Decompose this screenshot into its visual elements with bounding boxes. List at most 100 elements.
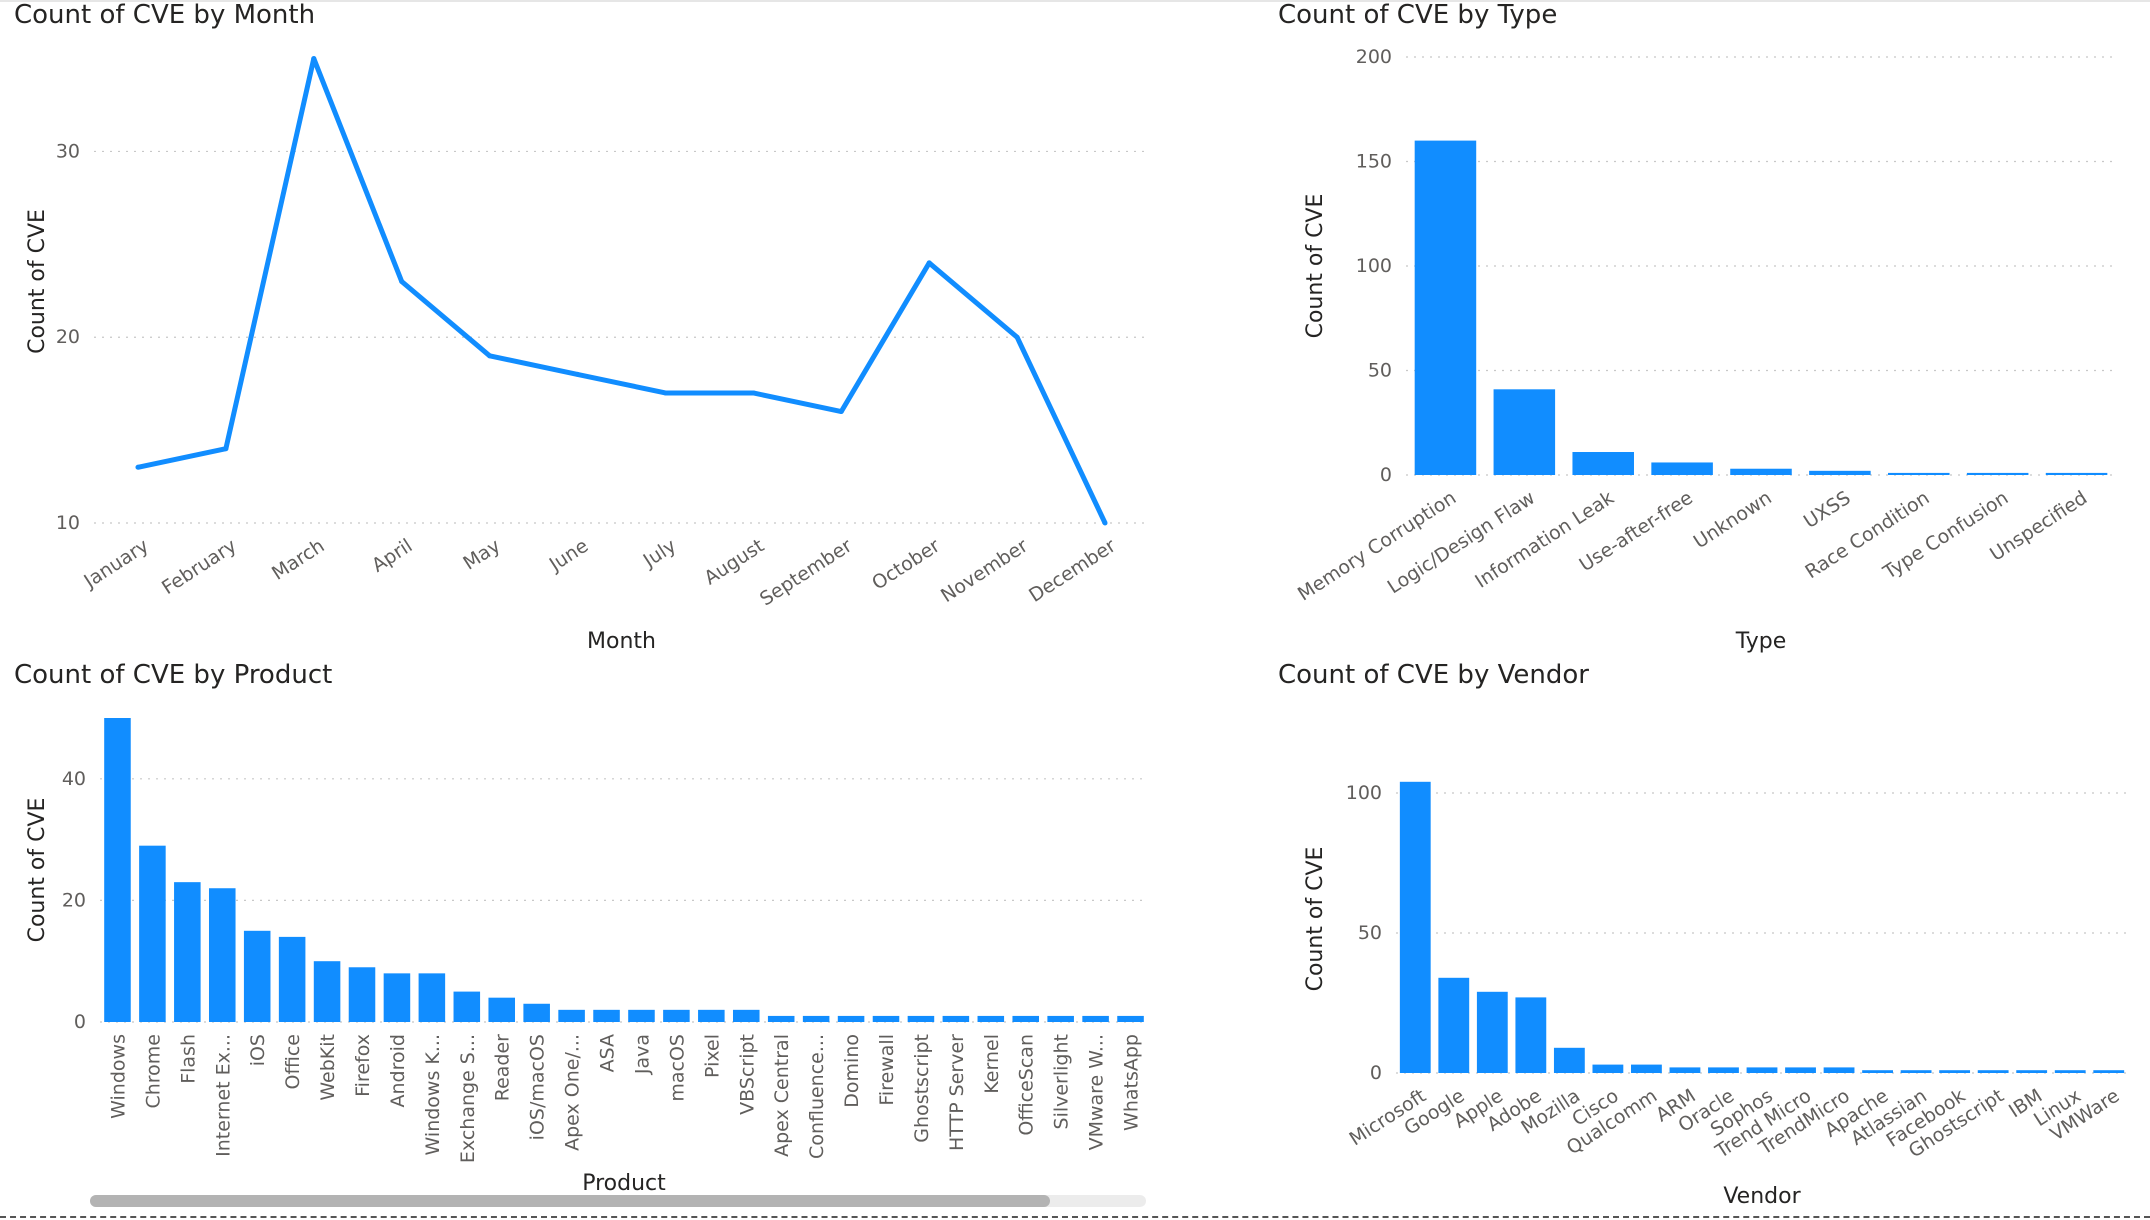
data-point xyxy=(1014,334,1020,340)
y-tick-label: 50 xyxy=(1368,360,1392,382)
x-tick-label: November xyxy=(937,535,1032,607)
product-bar-chart[interactable]: 0 20 40 Product Count of CVE Windows Chrome Fla… xyxy=(14,660,1164,1210)
x-tick-label: iOS/macOS xyxy=(527,1034,549,1140)
bar xyxy=(1414,140,1477,475)
y-tick-label: 30 xyxy=(56,140,80,162)
bar xyxy=(1939,1070,1971,1073)
type-chart-panel[interactable]: Count of CVE by Type 0 50 100 150 200 Type Cou… xyxy=(1278,0,2138,654)
y-tick-label: 10 xyxy=(56,512,80,534)
bar xyxy=(1572,452,1634,475)
x-tick-label: January xyxy=(79,535,152,593)
x-tick-label: ASA xyxy=(597,1034,619,1072)
bar xyxy=(1515,997,1547,1073)
month-chart-panel[interactable]: Count of CVE by Month 10 20 30 Month Count o… xyxy=(14,0,1164,654)
product-chart-panel[interactable]: Count of CVE by Product 0 20 40 Product Coun… xyxy=(14,660,1164,1210)
bar xyxy=(383,973,411,1022)
y-tick-label: 50 xyxy=(1358,922,1382,944)
x-tick-label: OfficeScan xyxy=(1016,1034,1038,1136)
vendor-chart-panel[interactable]: Count of CVE by Vendor 0 50 100 Vendor Count… xyxy=(1278,660,2138,1210)
data-point xyxy=(223,446,229,452)
bar xyxy=(1900,1070,1932,1073)
x-tick-label: Logic/Design Flaw xyxy=(1384,487,1539,599)
y-tick-label: 0 xyxy=(74,1011,86,1033)
x-tick-label: Reader xyxy=(492,1034,514,1101)
bar xyxy=(1809,470,1871,475)
x-tick-label: Silverlight xyxy=(1051,1034,1073,1129)
x-tick-label: Java xyxy=(631,1034,653,1075)
bar xyxy=(139,845,166,1022)
x-tick-label: Exchange S... xyxy=(457,1034,479,1163)
bar xyxy=(558,1009,585,1022)
bar xyxy=(977,1015,1005,1022)
bar xyxy=(1888,472,1950,475)
x-tick-label: WebKit xyxy=(317,1034,339,1101)
bar xyxy=(488,997,516,1022)
x-tick-label: Ghostscript xyxy=(911,1034,933,1143)
bar xyxy=(104,718,131,1022)
product-chart-title: Count of CVE by Product xyxy=(14,660,333,690)
x-tick-label: Flash xyxy=(177,1034,199,1084)
month-chart-title: Count of CVE by Month xyxy=(14,0,316,30)
bar xyxy=(1785,1067,1816,1073)
x-tick-label: July xyxy=(639,535,680,573)
y-tick-label: 20 xyxy=(56,326,80,348)
x-tick-label: Firewall xyxy=(876,1034,898,1106)
bar xyxy=(1746,1067,1778,1073)
bar xyxy=(2054,1070,2086,1073)
bar xyxy=(593,1009,620,1022)
x-tick-label: WhatsApp xyxy=(1121,1034,1143,1131)
product-scrollbar-thumb[interactable] xyxy=(90,1195,1050,1207)
bar xyxy=(907,1015,935,1022)
bar xyxy=(1730,468,1792,475)
bottom-border xyxy=(0,1216,2150,1218)
bar xyxy=(208,888,236,1022)
bar xyxy=(523,1003,550,1022)
data-point xyxy=(662,390,668,396)
bar xyxy=(1651,462,1713,475)
x-tick-label: Information Leak xyxy=(1471,487,1618,593)
x-tick-label: Firefox xyxy=(352,1034,374,1097)
bar xyxy=(698,1009,725,1022)
y-tick-label: 40 xyxy=(62,768,86,790)
bar xyxy=(802,1015,830,1022)
bar xyxy=(837,1015,865,1022)
x-tick-label: September xyxy=(756,535,856,611)
bar xyxy=(628,1009,655,1022)
x-tick-label: Kernel xyxy=(981,1034,1003,1094)
data-point xyxy=(399,279,405,284)
data-point xyxy=(1102,520,1108,526)
y-tick-label: 100 xyxy=(1346,782,1382,804)
y-tick-label: 100 xyxy=(1356,255,1392,277)
x-tick-label: Chrome xyxy=(142,1034,164,1109)
x-tick-label: iOS xyxy=(247,1034,269,1066)
y-tick-label: 0 xyxy=(1380,464,1392,486)
x-tick-label: VMware W... xyxy=(1086,1034,1108,1150)
bar xyxy=(1438,977,1470,1073)
x-tick-label: macOS xyxy=(666,1034,688,1102)
series-line xyxy=(137,56,1108,525)
x-tick-label: October xyxy=(868,535,944,595)
data-point xyxy=(311,56,317,62)
bar xyxy=(1047,1015,1074,1022)
product-scrollbar[interactable] xyxy=(90,1195,1146,1207)
bar xyxy=(1493,389,1556,475)
bar xyxy=(278,936,306,1022)
bar xyxy=(1117,1015,1144,1022)
bar xyxy=(2093,1070,2125,1073)
x-tick-label: June xyxy=(545,535,593,577)
bar xyxy=(1708,1067,1739,1073)
bar xyxy=(1977,1070,2009,1073)
bar xyxy=(1823,1067,1855,1073)
x-tick-label: Pixel xyxy=(701,1034,723,1078)
bar xyxy=(313,961,341,1022)
bar xyxy=(418,973,446,1022)
y-axis-title: Count of CVE xyxy=(1303,194,1328,339)
x-tick-label: December xyxy=(1025,535,1120,607)
data-point xyxy=(838,409,844,415)
month-line-chart[interactable]: 10 20 30 Month Count of CVE January February Ma… xyxy=(14,0,1164,654)
y-tick-label: 150 xyxy=(1356,151,1392,173)
bar xyxy=(663,1009,690,1022)
vendor-chart-title: Count of CVE by Vendor xyxy=(1278,660,1589,690)
